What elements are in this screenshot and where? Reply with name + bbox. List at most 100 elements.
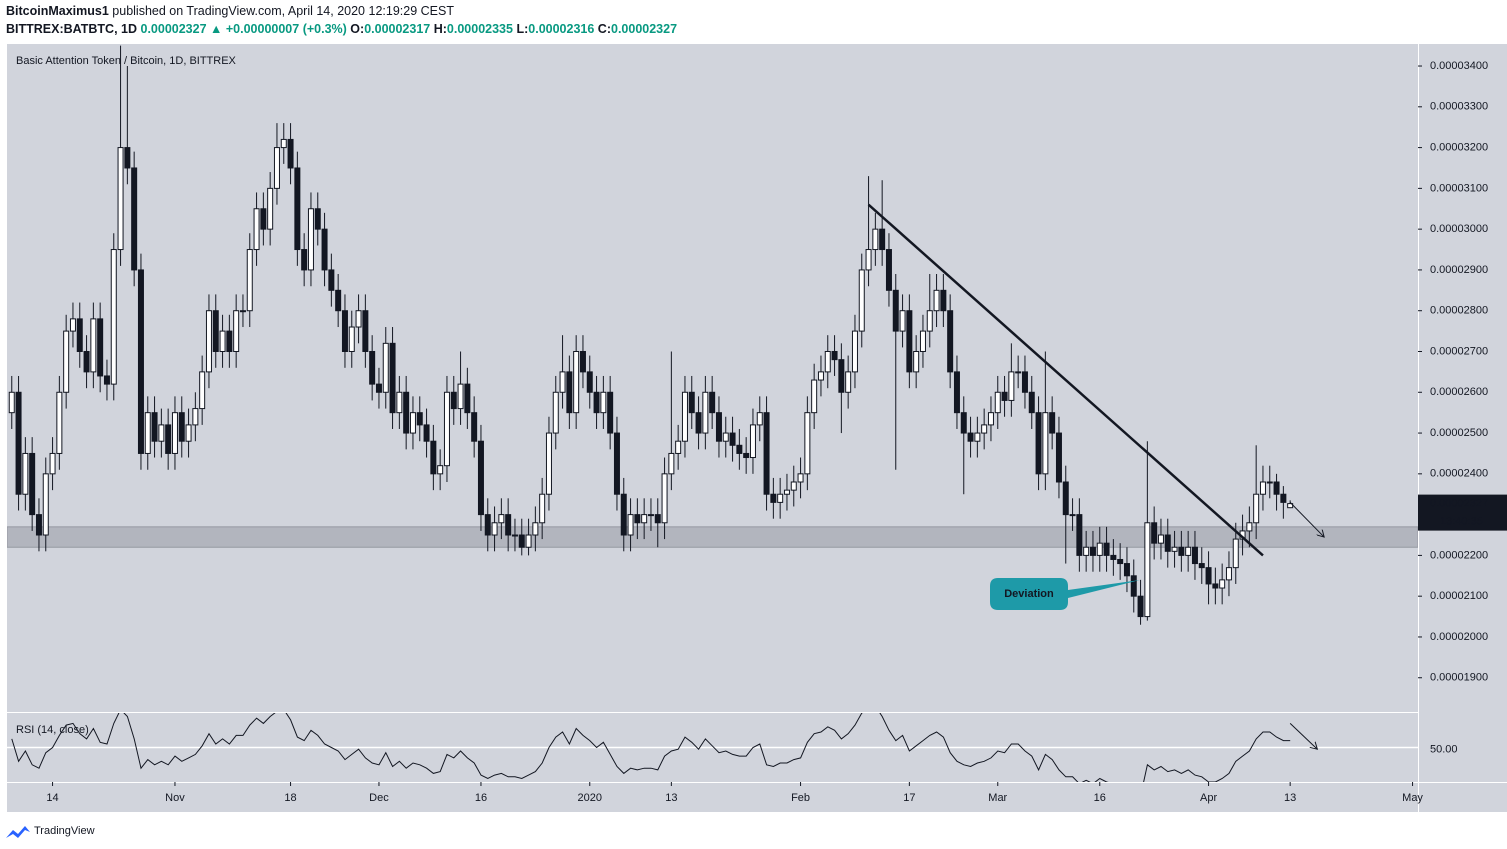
candle-body (226, 330, 233, 352)
candle-body (1157, 534, 1164, 544)
candle-body (511, 534, 518, 537)
header-line: BitcoinMaximus1 published on TradingView… (6, 4, 454, 18)
candle-body (872, 228, 879, 251)
candle-body (423, 424, 430, 442)
candle-body (967, 432, 974, 442)
logo (6, 826, 30, 838)
candle-body (1001, 391, 1008, 401)
candle-body (301, 249, 308, 271)
x-tick-label: 13 (1284, 792, 1296, 804)
candle-body (715, 412, 722, 442)
c-label: C: (598, 22, 611, 36)
x-tick-label: 2020 (578, 792, 602, 804)
candle-body (600, 391, 607, 414)
price-tag-label: 0.00002327 (1430, 498, 1488, 510)
candle-body (709, 391, 716, 414)
candle-body (484, 514, 491, 536)
time-axis-bg (7, 782, 1418, 812)
candle-body (69, 318, 76, 332)
candle-body (355, 310, 362, 328)
x-tick-label: 17 (903, 792, 915, 804)
rsi-plot (7, 713, 1418, 782)
candle-body (124, 147, 131, 169)
candle-body (899, 310, 906, 332)
y-tick-label: 0.00001900 (1430, 672, 1488, 684)
candle-body (1015, 371, 1022, 374)
candle-body (926, 310, 933, 332)
candle-body (1096, 542, 1103, 556)
candle-body (110, 249, 117, 385)
candle-body (22, 452, 29, 495)
candle-body (668, 452, 675, 475)
candle-body (838, 359, 845, 393)
candle-body (892, 289, 899, 332)
candle-body (552, 391, 559, 434)
candle-body (97, 318, 104, 377)
candle-body (1171, 546, 1178, 552)
candle-body (586, 371, 593, 393)
rsi-tick-label: 50.00 (1430, 743, 1458, 755)
rsi-line (11, 713, 1291, 782)
candle-body (1191, 546, 1198, 565)
candle-body (233, 310, 240, 352)
symbol-line: BITTREX:BATBTC, 1D 0.00002327 ▲ +0.00000… (6, 22, 677, 36)
candle-body (783, 489, 790, 495)
candle-body (845, 371, 852, 393)
candle-body (1266, 481, 1273, 484)
last: 0.00002327 (141, 22, 207, 36)
candle-body (885, 249, 892, 291)
candle-body (593, 391, 600, 414)
y-tick-label: 0.00002800 (1430, 305, 1488, 317)
o-label: O: (350, 22, 364, 36)
candle-body (382, 342, 389, 393)
price-axis-bg (1418, 44, 1507, 812)
candle-body (1028, 391, 1035, 414)
candle-body (56, 391, 63, 454)
candle-body (239, 310, 246, 313)
candle-body (1062, 481, 1069, 516)
candle-body (1144, 522, 1151, 618)
candle-body (437, 465, 444, 475)
candle-body (369, 350, 376, 385)
x-tick-label: Nov (165, 792, 185, 804)
candle-body (749, 424, 756, 459)
y-tick-label: 0.00002700 (1430, 345, 1488, 357)
candle-body (103, 375, 110, 385)
candle-body (994, 391, 1001, 414)
candle-body (607, 391, 614, 434)
callout: Deviation (990, 578, 1140, 610)
candle-body (1253, 493, 1260, 524)
y-tick-label: 0.00002500 (1430, 427, 1488, 439)
y-tick-label: 0.00002900 (1430, 264, 1488, 276)
candle-body (681, 391, 688, 442)
y-tick-label: 0.00003100 (1430, 182, 1488, 194)
candle-body (151, 412, 158, 442)
candle-body (641, 514, 648, 524)
candle-body (219, 330, 226, 352)
candle-body (321, 228, 328, 271)
candle-body (661, 473, 668, 524)
candle-body (797, 473, 804, 483)
candle-body (212, 310, 219, 352)
candle-body (824, 350, 831, 373)
candle-body (1246, 522, 1253, 532)
candle-body (491, 522, 498, 536)
candle-body (49, 452, 56, 475)
candle-body (620, 493, 627, 536)
candle-body (165, 424, 172, 454)
candle-body (804, 412, 811, 475)
candle-body (919, 330, 926, 352)
candle-body (273, 147, 280, 189)
candle-body (831, 350, 838, 361)
x-tick-label: 14 (46, 792, 58, 804)
x-tick-label: May (1402, 792, 1423, 804)
change: ▲ +0.00000007 (+0.3%) (210, 22, 347, 36)
chart-title: Basic Attention Token / Bitcoin, 1D, BIT… (16, 55, 237, 67)
candle-body (205, 310, 212, 373)
candle-body (1273, 481, 1280, 495)
candle-body (450, 391, 457, 410)
candle-body (851, 330, 858, 373)
candle-body (362, 310, 369, 352)
candle-body (477, 440, 484, 516)
candle-body (1035, 412, 1042, 475)
